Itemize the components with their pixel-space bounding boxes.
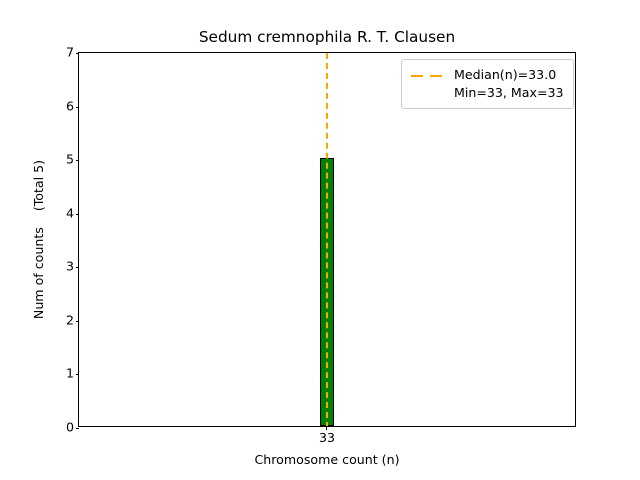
- ytick-label: 1: [65, 366, 74, 382]
- ytick-mark: [75, 374, 79, 376]
- plot-inner: [79, 53, 575, 426]
- xtick-label: 33: [318, 430, 336, 445]
- ytick-label: 5: [65, 151, 74, 167]
- ytick-label: 4: [65, 205, 74, 221]
- ytick-label: 3: [65, 258, 74, 274]
- legend-label-median: Median(n)=33.0: [454, 66, 557, 82]
- xtick-mark: [326, 426, 328, 430]
- ytick-label: 0: [65, 419, 74, 435]
- legend-row-minmax: Min=33, Max=33: [410, 84, 564, 102]
- ytick-mark: [75, 267, 79, 269]
- median-line: [326, 53, 328, 426]
- legend-row-median: Median(n)=33.0: [410, 66, 564, 84]
- ytick-mark: [75, 53, 79, 54]
- y-axis-label: Num of counts (Total 5): [31, 159, 46, 320]
- ytick-mark: [75, 428, 79, 429]
- ytick-mark: [75, 160, 79, 162]
- ytick-label: 7: [65, 44, 74, 60]
- ytick-mark: [75, 213, 79, 215]
- plot-area: 0 1 2 3 4 5 6 7: [66, 46, 576, 444]
- chart-title: Sedum cremnophila R. T. Clausen: [198, 28, 456, 46]
- dashed-line-icon: [410, 66, 446, 84]
- x-axis-label: Chromosome count (n): [254, 452, 400, 467]
- ytick-mark: [75, 320, 79, 322]
- legend-label-minmax: Min=33, Max=33: [454, 84, 564, 100]
- ytick-label: 2: [65, 312, 74, 328]
- ytick-label: 6: [65, 98, 74, 114]
- ytick-mark: [75, 106, 79, 108]
- legend: Median(n)=33.0 Min=33, Max=33: [401, 59, 574, 109]
